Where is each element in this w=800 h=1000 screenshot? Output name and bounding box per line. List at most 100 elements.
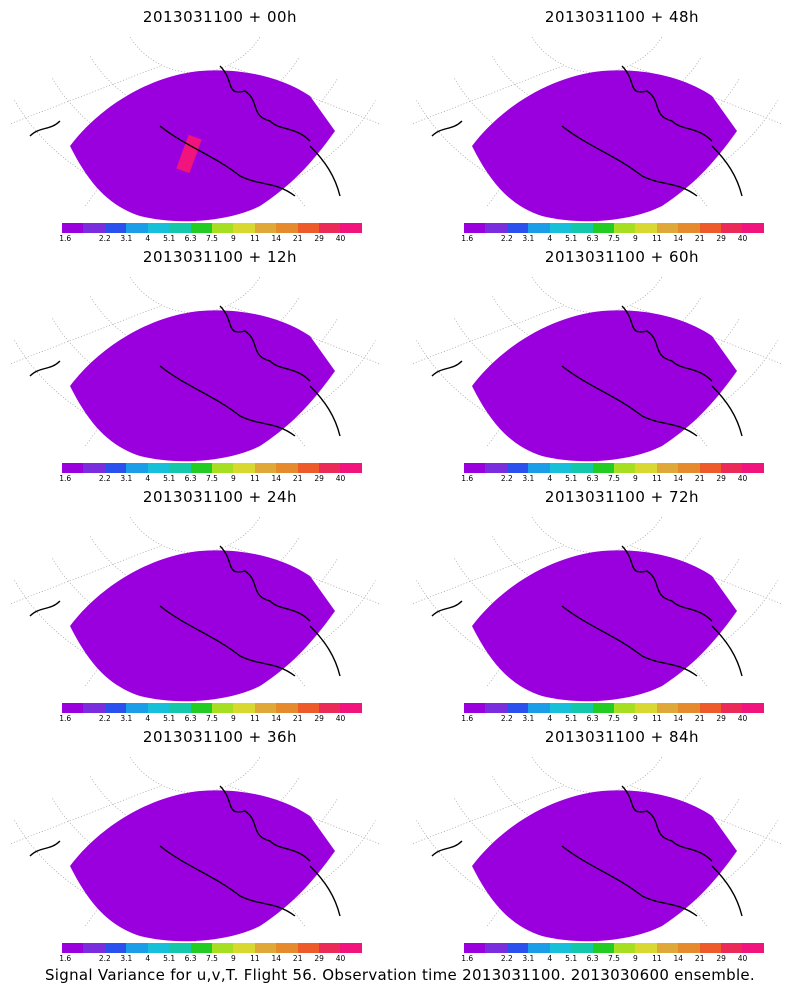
colorbar-tick-label: 11 <box>652 474 662 483</box>
colorbar-swatches <box>464 223 764 233</box>
colorbar-tick-label: 7.5 <box>608 234 620 243</box>
colorbar-swatch <box>742 223 764 233</box>
colorbar-tick-label: 6.3 <box>586 714 599 723</box>
colorbar-swatch <box>699 463 722 473</box>
colorbar-swatch <box>592 223 614 233</box>
colorbar-tick-label: 40 <box>335 474 346 483</box>
colorbar-swatch <box>104 703 127 713</box>
colorbar-tick-label: 1.6 <box>59 714 72 723</box>
variance-map <box>4 34 386 236</box>
panel-title: 2013031100 + 24h <box>142 488 298 506</box>
colorbar-tick-label: 11 <box>250 954 260 963</box>
map-svg <box>406 754 788 956</box>
colorbar-swatch <box>276 943 298 953</box>
colorbar-tick-label: 1.6 <box>59 474 72 483</box>
colorbar-swatch <box>485 223 507 233</box>
colorbar-tick-label: 11 <box>652 954 662 963</box>
colorbar-tick-label: 3.1 <box>522 474 535 483</box>
colorbar-swatch <box>721 463 743 473</box>
colorbar-swatch <box>571 463 593 473</box>
colorbar-swatch <box>104 943 127 953</box>
colorbar-tick-label: 29 <box>716 714 726 723</box>
colorbar-swatch <box>297 463 320 473</box>
colorbar-tick-label: 14 <box>673 234 684 243</box>
colorbar-tick-label: 4 <box>145 234 151 243</box>
variance-field <box>472 310 737 462</box>
colorbar-labels: 1.6 2.2 3.1 4 5.1 6.3 7.5 9 11 14 21 29 40 <box>59 473 362 484</box>
colorbar-swatch <box>592 703 614 713</box>
colorbar-tick-label: 14 <box>271 474 282 483</box>
coastlines <box>29 305 341 437</box>
variance-map <box>406 754 788 956</box>
figure-caption: Signal Variance for u,v,T. Flight 56. Ob… <box>44 966 756 984</box>
colorbar-tick-label: 11 <box>250 474 260 483</box>
variance-field <box>70 550 335 702</box>
coastlines <box>29 545 341 677</box>
colorbar-tick-label: 6.3 <box>184 234 197 243</box>
colorbar-tick-label: 6.3 <box>586 954 599 963</box>
variance-map <box>4 514 386 716</box>
colorbar-tick-label: 29 <box>314 234 324 243</box>
colorbar-tick-label: 9 <box>633 714 638 723</box>
colorbar-tick-label: 29 <box>716 234 726 243</box>
colorbar-tick-label: 5.1 <box>565 954 578 963</box>
colorbar-swatch <box>169 463 191 473</box>
colorbar: 1.6 2.2 3.1 4 5.1 6.3 7.5 9 11 14 21 29 40 <box>461 223 764 245</box>
colorbar-swatches <box>464 943 764 953</box>
variance-field <box>472 70 737 222</box>
colorbar-swatch <box>699 943 722 953</box>
colorbar-tick-label: 7.5 <box>608 954 620 963</box>
colorbar-swatch <box>592 463 614 473</box>
colorbar-swatch <box>571 703 593 713</box>
colorbar-tick-label: 9 <box>633 954 638 963</box>
colorbar-tick-label: 5.1 <box>163 474 176 483</box>
colorbar-swatch <box>190 463 212 473</box>
colorbar-tick-label: 11 <box>652 234 662 243</box>
colorbar-swatch <box>104 223 127 233</box>
panel-title: 2013031100 + 84h <box>544 728 700 746</box>
colorbar-tick-label: 7.5 <box>206 954 218 963</box>
colorbar-swatch <box>613 223 636 233</box>
colorbar-tick-label: 29 <box>314 714 324 723</box>
colorbar-swatch <box>635 703 657 713</box>
colorbar-tick-label: 4 <box>547 234 553 243</box>
colorbar-swatch <box>211 943 234 953</box>
coastlines <box>431 545 743 677</box>
colorbar-swatch <box>656 463 679 473</box>
colorbar-swatch <box>233 943 255 953</box>
colorbar-swatch <box>83 703 105 713</box>
colorbar-swatch <box>233 703 255 713</box>
colorbar-swatch <box>678 703 700 713</box>
colorbar-labels: 1.6 2.2 3.1 4 5.1 6.3 7.5 9 11 14 21 29 40 <box>59 233 362 244</box>
colorbar-swatch <box>340 703 362 713</box>
colorbar: 1.6 2.2 3.1 4 5.1 6.3 7.5 9 11 14 21 29 40 <box>461 703 764 725</box>
colorbar-swatch <box>571 223 593 233</box>
colorbar-swatch <box>147 703 170 713</box>
colorbar-swatch <box>742 943 764 953</box>
colorbar-swatch <box>211 223 234 233</box>
colorbar-tick-label: 14 <box>673 954 684 963</box>
colorbar-swatch <box>233 463 255 473</box>
colorbar-tick-label: 3.1 <box>522 954 535 963</box>
colorbar-swatch <box>254 943 277 953</box>
colorbar-swatch <box>340 223 362 233</box>
colorbar-swatch <box>699 703 722 713</box>
colorbar: 1.6 2.2 3.1 4 5.1 6.3 7.5 9 11 14 21 29 40 <box>59 223 362 245</box>
map-svg <box>4 754 386 956</box>
colorbar-swatches <box>62 943 362 953</box>
colorbar-swatch <box>169 703 191 713</box>
colorbar-tick-label: 1.6 <box>59 234 72 243</box>
colorbar-tick-label: 4 <box>547 474 553 483</box>
coastlines <box>29 65 341 197</box>
colorbar-swatch <box>613 463 636 473</box>
colorbar-tick-label: 4 <box>145 954 151 963</box>
colorbar-swatch <box>62 223 84 233</box>
colorbar-swatch <box>464 703 486 713</box>
colorbar-tick-label: 5.1 <box>565 474 578 483</box>
colorbar-tick-label: 7.5 <box>206 474 218 483</box>
colorbar-tick-label: 1.6 <box>461 954 474 963</box>
colorbar-tick-label: 6.3 <box>586 474 599 483</box>
map-svg <box>406 514 788 716</box>
variance-map <box>406 274 788 476</box>
colorbar: 1.6 2.2 3.1 4 5.1 6.3 7.5 9 11 14 21 29 40 <box>59 943 362 965</box>
